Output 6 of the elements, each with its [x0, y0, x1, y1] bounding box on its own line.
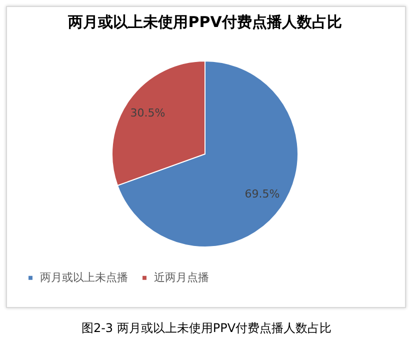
caption: 图2-3 两月或以上未使用PPV付费点播人数占比: [80, 320, 333, 337]
legend-label: 近两月点播: [154, 270, 209, 284]
data-label: 30.5%: [130, 106, 166, 120]
data-label: 69.5%: [244, 187, 280, 200]
legend-label: 两月或以上未点播: [40, 270, 128, 284]
chart-title: 两月或以上未使用PPV付费点播人数占比: [67, 13, 342, 31]
